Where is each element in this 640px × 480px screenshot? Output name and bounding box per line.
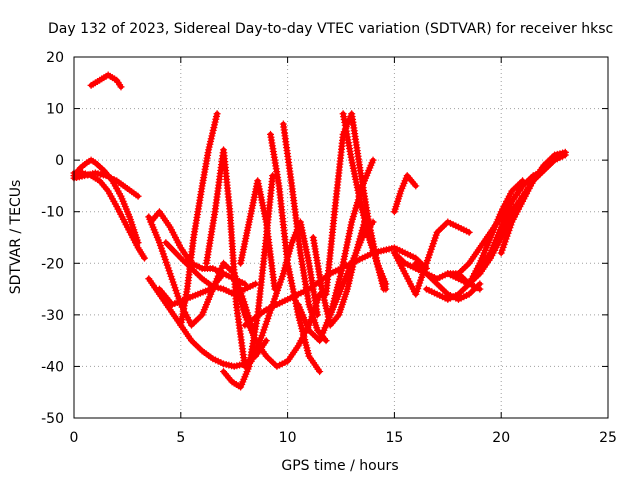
series-s23	[241, 244, 430, 329]
series-markers	[87, 71, 125, 91]
series-layer	[70, 71, 569, 391]
series-markers	[70, 169, 148, 262]
y-tick-label: -20	[41, 256, 64, 272]
series-s30	[454, 166, 548, 278]
y-tick-label: -10	[41, 205, 64, 221]
x-tick-label: 25	[599, 430, 617, 446]
series-s22	[326, 156, 377, 319]
y-axis-label: SDTVAR / TECUs	[8, 180, 24, 295]
series-s25	[390, 172, 420, 216]
chart-title: Day 132 of 2023, Sidereal Day-to-day VTE…	[48, 21, 613, 37]
series-s14	[237, 177, 279, 293]
y-tick-label: 0	[55, 153, 64, 169]
series-s17	[279, 120, 330, 345]
series-s7	[147, 208, 249, 288]
x-tick-label: 10	[279, 430, 297, 446]
series-s3	[70, 169, 148, 262]
series-markers	[326, 156, 377, 319]
tick-layer: 0 5 10 15 20 25 -50 -40 -30 -20 -10 0 10 20	[41, 50, 617, 446]
x-tick-label: 20	[492, 430, 510, 446]
series-markers	[476, 148, 569, 278]
series-s32	[476, 148, 569, 278]
y-tick-label: -40	[41, 359, 64, 375]
series-markers	[390, 172, 420, 216]
series-s33	[497, 148, 569, 257]
series-markers	[454, 166, 548, 278]
series-markers	[279, 120, 330, 345]
x-tick-label: 0	[70, 430, 79, 446]
series-markers	[237, 177, 279, 293]
y-tick-label: -30	[41, 308, 64, 324]
series-s11	[202, 146, 249, 370]
x-axis-label: GPS time / hours	[281, 458, 398, 474]
x-tick-label: 5	[176, 430, 185, 446]
y-tick-label: -50	[41, 411, 64, 427]
y-tick-label: 10	[46, 102, 64, 118]
series-s1	[87, 71, 125, 91]
y-tick-label: 20	[46, 50, 64, 66]
x-tick-label: 15	[385, 430, 403, 446]
plot-frame	[73, 56, 609, 419]
series-markers	[177, 110, 221, 329]
series-markers	[497, 148, 569, 257]
series-s10	[177, 110, 221, 329]
series-markers	[241, 244, 430, 329]
